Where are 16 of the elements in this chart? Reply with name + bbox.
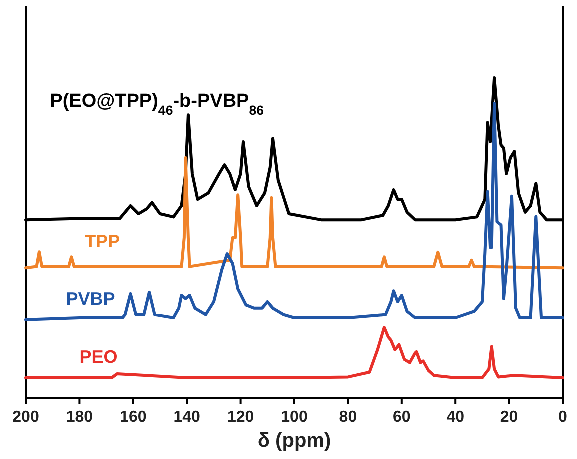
series-label: P(EO@TPP)$_{46}$-b-PVBP$_{86}$ [50,90,264,118]
x-tick-label: 80 [339,409,358,426]
x-tick-label: 120 [227,409,254,426]
x-tick-label: 100 [281,409,308,426]
series-label: PEO [80,346,118,367]
series-label: TPP [85,232,120,252]
x-tick-label: 140 [174,409,201,426]
x-tick-label: 40 [446,409,465,426]
x-tick-label: 180 [66,409,94,426]
x-tick-label: 200 [12,409,40,426]
x-tick-label: 160 [120,409,147,426]
x-tick-label: 20 [500,409,518,426]
series-label: PVBP [66,289,116,310]
x-tick-label: 0 [558,409,568,426]
x-axis-title: δ (ppm) [258,430,332,452]
x-tick-label: 60 [393,409,411,426]
